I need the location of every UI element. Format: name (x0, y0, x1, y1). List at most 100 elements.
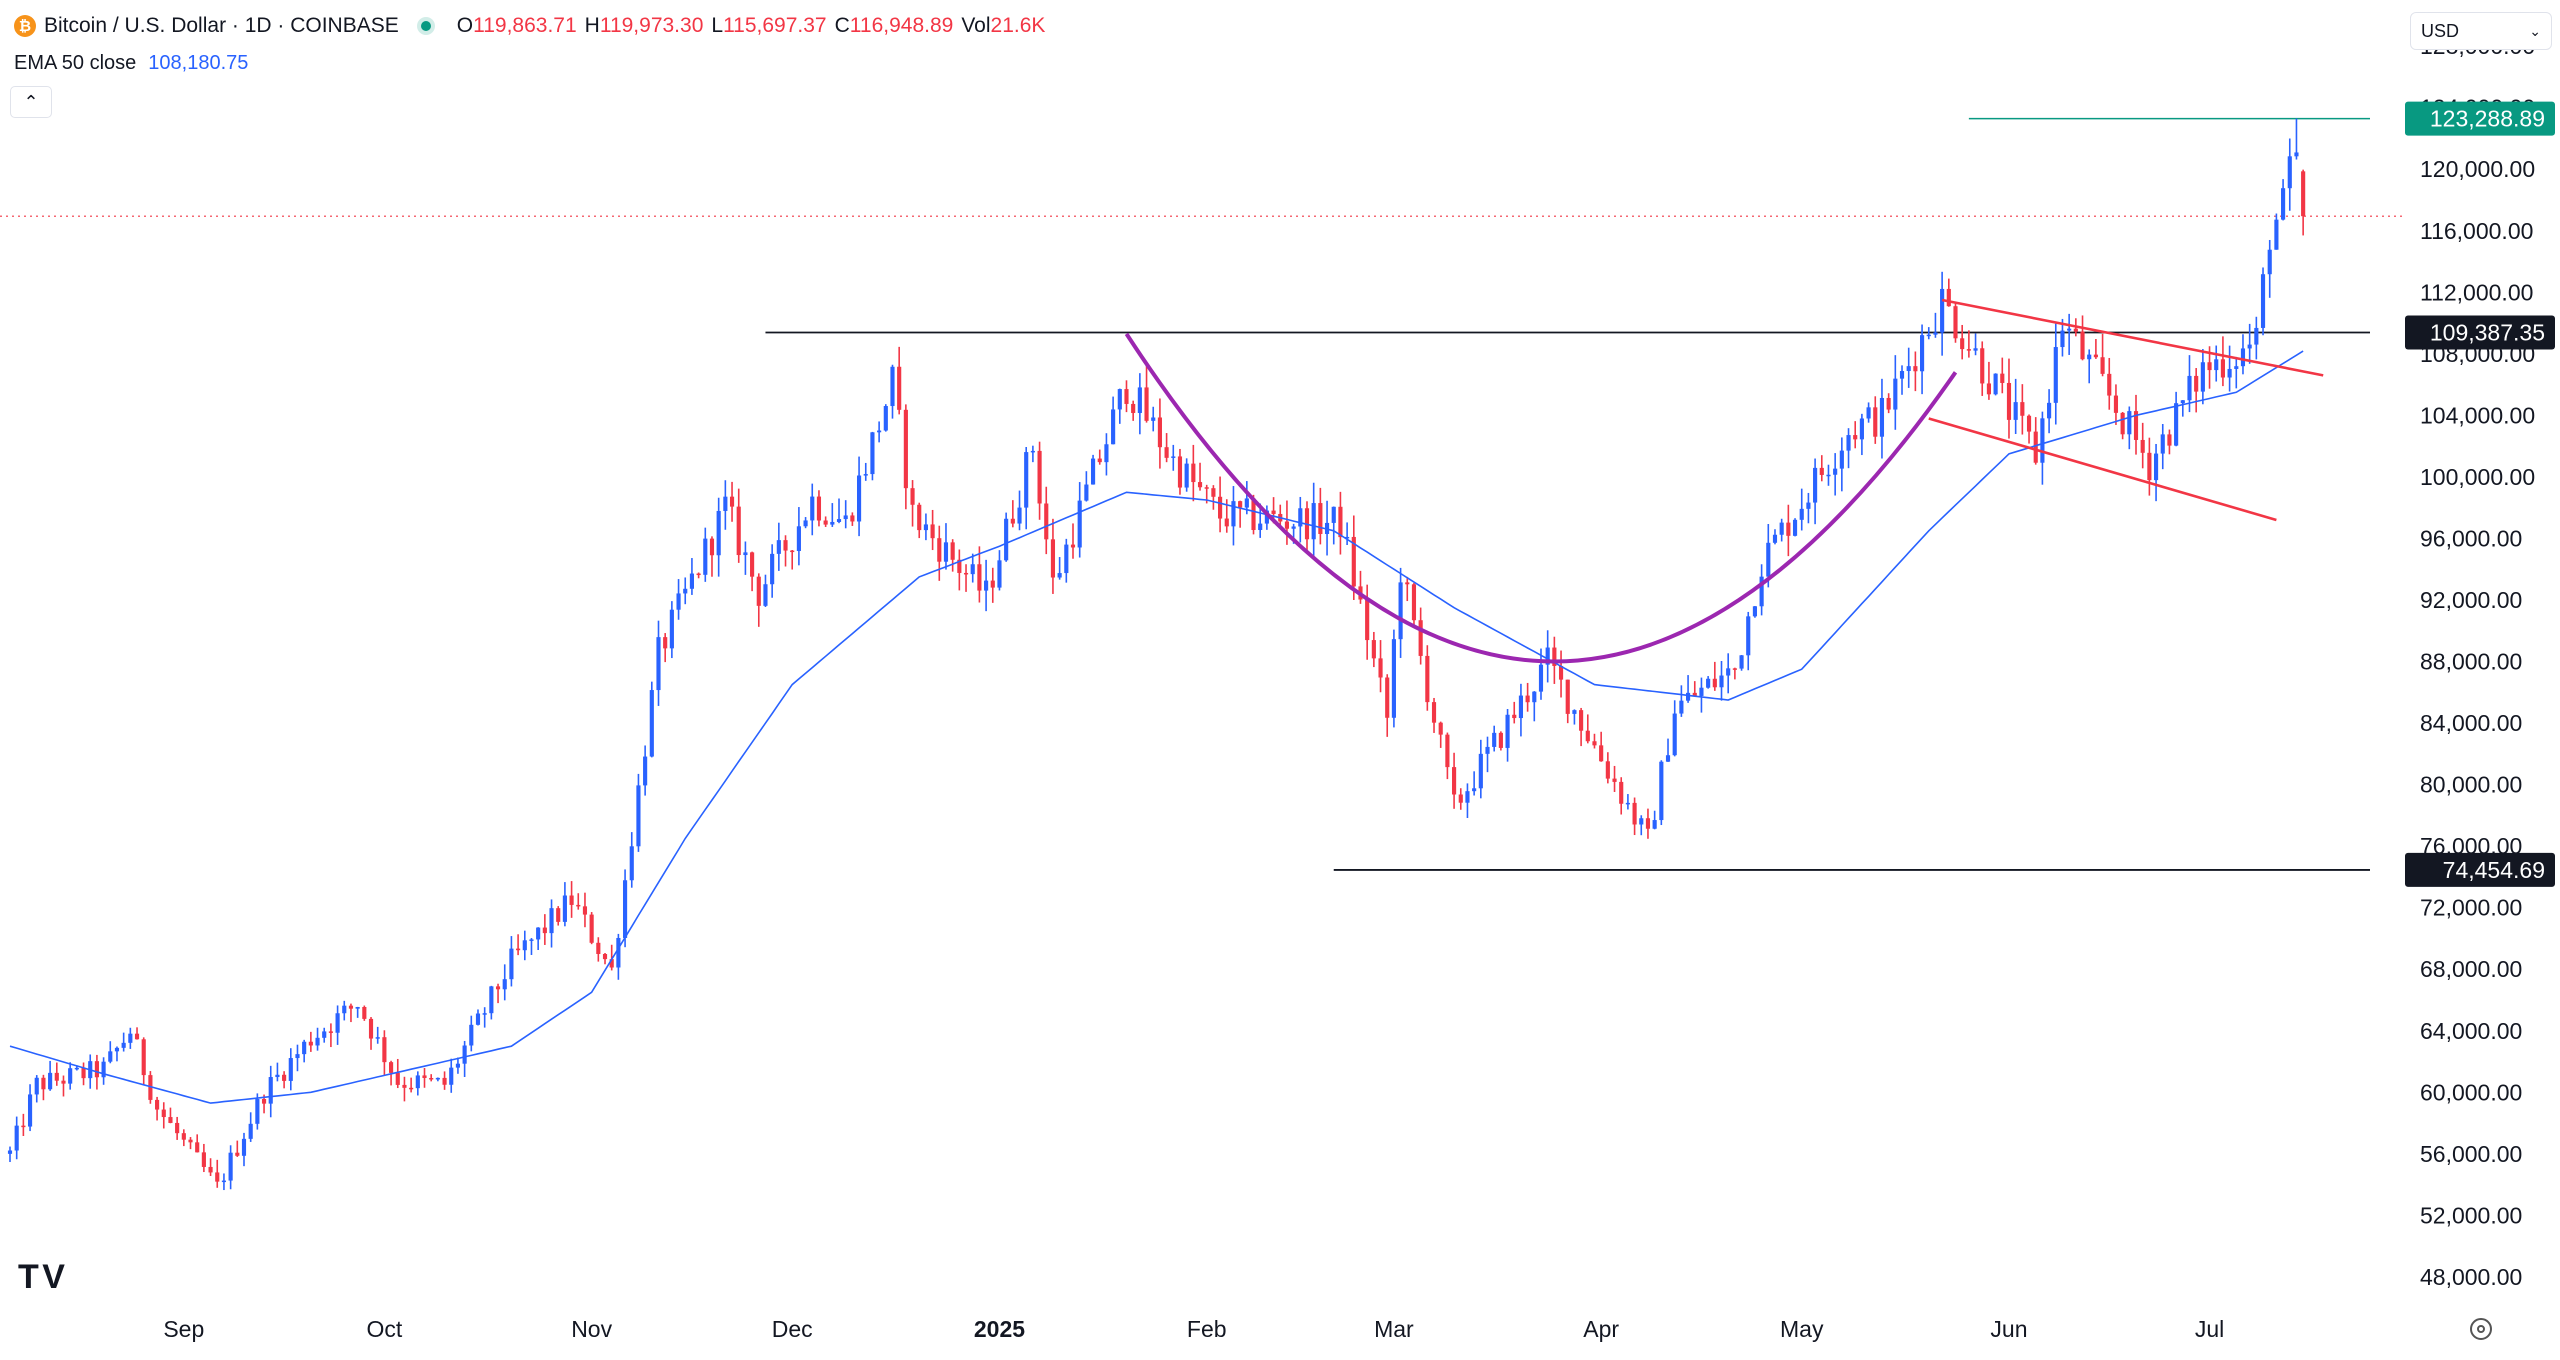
candle-body (475, 1013, 481, 1025)
candle-body (1919, 335, 1925, 372)
candle-body (1492, 732, 1497, 747)
candle-body (2113, 395, 2119, 413)
candle-body (1886, 397, 1891, 410)
candle-body (2127, 411, 2132, 435)
candle-body (1846, 435, 1851, 451)
candle-body (34, 1077, 39, 1095)
candle-body (1866, 407, 1871, 419)
candle-body (1873, 407, 1878, 437)
candle-body (2234, 366, 2239, 369)
candle-body (663, 637, 668, 649)
symbol-title[interactable]: Bitcoin / U.S. Dollar · 1D · COINBASE (44, 14, 399, 37)
candle-body (1659, 761, 1664, 821)
candle-body (1151, 417, 1156, 421)
candle-body (589, 914, 594, 943)
y-tick-label: 100,000.00 (2420, 464, 2535, 490)
candle-body (308, 1041, 313, 1046)
candle-body (2174, 403, 2179, 446)
candle-body (502, 979, 507, 990)
candle-body (643, 756, 648, 786)
candle-body (843, 515, 848, 520)
candle-body (1318, 503, 1323, 535)
candle-body (816, 496, 822, 521)
candle-body (1792, 519, 1798, 536)
ema-value: 108,180.75 (148, 52, 249, 74)
candle-body (636, 785, 641, 847)
collapse-legend-button[interactable]: ⌃ (10, 86, 52, 118)
candle-body (382, 1037, 387, 1063)
volume-value: 21.6K (990, 14, 1046, 37)
volume-label: Vol (961, 14, 991, 37)
candle-body (783, 540, 788, 551)
candle-body (1913, 366, 1918, 372)
candle-body (723, 496, 728, 511)
candle-body (1726, 668, 1731, 676)
candle-body (910, 488, 915, 505)
candle-body (2247, 344, 2252, 349)
candle-body (21, 1125, 26, 1128)
resistance-price-badge-bg (2405, 315, 2555, 350)
candle-body (1090, 458, 1096, 485)
candle-body (1859, 418, 1864, 440)
candle-body (1144, 387, 1149, 421)
candle-body (121, 1042, 126, 1048)
candle-body (1425, 655, 1430, 703)
candle-body (1786, 522, 1791, 536)
candle-body (1231, 501, 1236, 527)
currency-selector[interactable]: USD ⌄ (2410, 12, 2552, 50)
candle-body (1184, 463, 1189, 488)
candle-body (743, 552, 748, 556)
candle-body (977, 564, 982, 591)
candle-body (689, 573, 694, 589)
candle-body (1050, 539, 1056, 578)
candle-body (101, 1061, 106, 1078)
candle-body (1472, 788, 1477, 792)
candle-body (128, 1033, 133, 1043)
candle-body (729, 496, 735, 507)
candle-body (1879, 397, 1885, 437)
candle-body (997, 560, 1002, 588)
cup-pattern-curve[interactable] (1124, 332, 1958, 664)
candle-body (1431, 702, 1437, 723)
candle-body (221, 1180, 227, 1183)
candle-body (389, 1062, 394, 1073)
candle-body (482, 1013, 487, 1015)
candle-body (14, 1125, 19, 1151)
candle-body (1111, 409, 1116, 445)
candle-body (1211, 488, 1216, 497)
candle-body (803, 520, 808, 527)
candle-body (1197, 482, 1203, 488)
settings-gear-icon[interactable] (2470, 1318, 2492, 1340)
candle-body (963, 572, 969, 575)
candle-body (2153, 453, 2159, 481)
candle-body (2060, 330, 2065, 348)
candle-body (1218, 496, 1223, 519)
tradingview-logo-icon[interactable]: T V (18, 1258, 65, 1296)
candle-body (1538, 664, 1544, 692)
ema-label: EMA 50 close (14, 52, 137, 74)
x-tick-label: Mar (1374, 1316, 1414, 1342)
candle-body (1625, 802, 1630, 805)
candle-body (402, 1084, 407, 1088)
open-value: 119,863.71 (473, 14, 577, 37)
candle-body (255, 1099, 260, 1124)
candle-body (810, 496, 815, 521)
candle-body (542, 927, 547, 934)
candle-body (108, 1051, 113, 1062)
channel-lower-line[interactable] (1928, 417, 2277, 522)
candle-body (656, 637, 661, 691)
candle-body (288, 1058, 293, 1081)
candle-body (2254, 327, 2259, 345)
candle-body (235, 1152, 240, 1156)
candle-body (596, 942, 601, 954)
candle-body (2006, 382, 2012, 420)
candle-body (1117, 389, 1122, 410)
candle-body (41, 1077, 46, 1090)
candle-body (2147, 452, 2152, 481)
candle-body (282, 1074, 287, 1081)
channel-upper-line[interactable] (1941, 298, 2324, 377)
y-tick-label: 60,000.00 (2420, 1079, 2522, 1105)
ema-legend[interactable]: EMA 50 close 108,180.75 (14, 52, 248, 75)
candle-body (1411, 584, 1417, 621)
